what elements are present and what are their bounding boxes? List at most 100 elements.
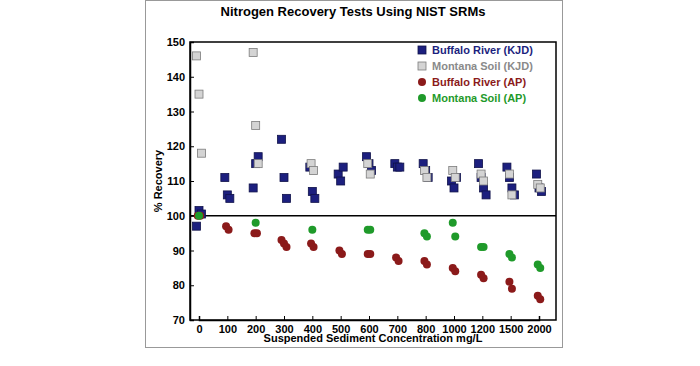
y-axis-line xyxy=(191,43,195,321)
data-point xyxy=(480,243,488,251)
x-tick-mark xyxy=(397,316,398,320)
x-tick-mark xyxy=(256,316,257,320)
data-point xyxy=(536,295,544,303)
legend-item: Buffalo River (AP) xyxy=(418,76,526,88)
x-tick-label: 0 xyxy=(196,323,202,335)
y-tick-label: 100 xyxy=(167,210,185,222)
y-tick: 90 xyxy=(173,245,194,257)
y-tick: 130 xyxy=(167,106,194,118)
data-point xyxy=(310,243,318,251)
legend-label: Montana Soil (AP) xyxy=(432,92,526,104)
data-point xyxy=(338,250,346,258)
legend-symbol xyxy=(418,62,426,70)
x-tick-mark xyxy=(511,316,512,320)
data-point xyxy=(310,167,318,175)
legend-label: Buffalo River (KJD) xyxy=(432,44,533,56)
y-tick-mark xyxy=(190,42,194,43)
y-tick-label: 90 xyxy=(173,245,185,257)
data-point xyxy=(226,194,234,202)
data-point xyxy=(280,174,288,182)
series xyxy=(194,212,545,303)
data-point xyxy=(396,163,404,171)
data-point xyxy=(308,226,316,234)
data-point xyxy=(252,219,260,227)
data-point xyxy=(451,267,459,275)
y-tick: 150 xyxy=(167,36,194,48)
x-axis-line xyxy=(200,316,540,321)
x-tick-mark xyxy=(312,316,313,320)
data-point xyxy=(366,250,374,258)
y-axis: 708090100110120130140150 xyxy=(167,36,194,326)
y-tick-mark xyxy=(190,77,194,78)
data-point xyxy=(480,274,488,282)
data-point xyxy=(366,226,374,234)
data-point xyxy=(451,174,459,182)
y-tick-mark xyxy=(190,251,194,252)
y-tick: 80 xyxy=(173,279,194,291)
data-point xyxy=(508,191,516,199)
data-point xyxy=(505,278,513,286)
y-tick-label: 140 xyxy=(167,71,185,83)
plot-frame xyxy=(190,42,556,320)
data-point xyxy=(480,177,488,185)
outer-frame xyxy=(146,1,563,348)
data-point xyxy=(195,90,203,98)
data-point xyxy=(423,233,431,241)
x-tick-label: 2000 xyxy=(527,323,551,335)
data-point xyxy=(249,48,257,56)
data-point xyxy=(536,184,544,192)
data-point xyxy=(254,160,262,168)
legend-label: Buffalo River (AP) xyxy=(432,76,526,88)
series xyxy=(193,135,546,230)
data-point xyxy=(311,194,319,202)
x-tick-mark xyxy=(284,316,285,320)
data-point xyxy=(505,170,513,178)
data-point xyxy=(253,229,261,237)
data-point xyxy=(339,163,347,171)
y-tick: 120 xyxy=(167,140,194,152)
legend-item: Montana Soil (AP) xyxy=(418,92,526,104)
x-tick-mark xyxy=(482,316,483,320)
data-point xyxy=(225,226,233,234)
data-point xyxy=(449,219,457,227)
x-axis-title: Suspended Sediment Concentration mg/L xyxy=(264,332,483,344)
x-tick-mark xyxy=(227,316,228,320)
y-tick: 110 xyxy=(167,175,194,187)
x-tick-mark xyxy=(454,316,455,320)
data-point xyxy=(451,233,459,241)
data-point xyxy=(278,135,286,143)
data-point xyxy=(482,191,490,199)
data-point xyxy=(366,170,374,178)
data-point xyxy=(423,260,431,268)
x-tick: 200 xyxy=(247,316,265,335)
data-point xyxy=(536,264,544,272)
x-tick-mark xyxy=(341,316,342,320)
data-point xyxy=(475,160,483,168)
y-tick-mark xyxy=(190,181,194,182)
y-tick-label: 120 xyxy=(167,140,185,152)
data-point xyxy=(450,184,458,192)
legend-symbol xyxy=(418,94,426,102)
data-point xyxy=(195,212,203,220)
data-point xyxy=(198,149,206,157)
x-tick: 1500 xyxy=(499,316,523,335)
legend-item: Buffalo River (KJD) xyxy=(418,44,533,56)
data-point xyxy=(423,174,431,182)
x-tick-label: 100 xyxy=(219,323,237,335)
legend-label: Montana Soil (KJD) xyxy=(432,60,533,72)
data-point xyxy=(395,257,403,265)
y-tick-mark xyxy=(190,112,194,113)
data-point xyxy=(283,194,291,202)
x-tick: 2000 xyxy=(527,316,551,335)
series xyxy=(193,48,545,198)
data-point xyxy=(193,52,201,60)
series xyxy=(195,212,544,272)
data-point xyxy=(221,174,229,182)
legend: Buffalo River (KJD) Montana Soil (KJD) Buf… xyxy=(418,44,533,104)
y-tick-label: 80 xyxy=(173,279,185,291)
x-tick-label: 1500 xyxy=(499,323,523,335)
title: Nitrogen Recovery Tests Using NIST SRMs xyxy=(221,4,486,19)
y-tick-mark xyxy=(190,285,194,286)
data-point xyxy=(283,243,291,251)
legend-item: Montana Soil (KJD) xyxy=(418,60,533,72)
